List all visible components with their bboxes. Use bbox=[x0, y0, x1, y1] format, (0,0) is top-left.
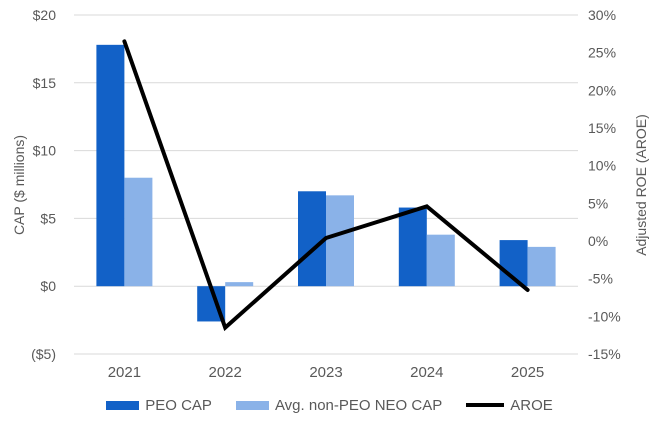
bar-avg-non-peo-neo-cap-2021 bbox=[124, 177, 153, 287]
left-axis-title: CAP ($ millions) bbox=[11, 134, 27, 236]
left-axis-tick-label: $15 bbox=[33, 75, 57, 91]
bar-avg-non-peo-neo-cap-2022 bbox=[225, 282, 254, 287]
legend-swatch-aroe-line-icon bbox=[466, 403, 505, 407]
right-axis-tick-label: 10% bbox=[588, 158, 616, 174]
aroe-line bbox=[122, 39, 530, 332]
left-axis-tick-label: ($5) bbox=[31, 346, 56, 362]
legend-swatch-avg-non-peo-neo-cap-icon bbox=[235, 400, 269, 410]
legend-item-aroe: AROE bbox=[466, 397, 553, 414]
right-axis-tick-label: 15% bbox=[588, 120, 616, 136]
right-axis-tick-label: 25% bbox=[588, 45, 616, 61]
right-axis-tick-label: 30% bbox=[588, 7, 616, 23]
legend-label-avg-non-peo-neo-cap: Avg. non-PEO NEO CAP bbox=[274, 396, 443, 414]
left-axis-tick-label: $5 bbox=[40, 210, 56, 226]
bar-avg-non-peo-neo-cap-2023 bbox=[326, 195, 354, 287]
legend-item-avg-non-peo-neo-cap: Avg. non-PEO NEO CAP bbox=[235, 396, 443, 414]
right-axis-tick-label: 0% bbox=[588, 233, 608, 249]
right-axis-tick-label: 5% bbox=[588, 195, 608, 211]
right-axis-tick-label: -10% bbox=[588, 308, 621, 324]
legend-label-aroe: AROE bbox=[510, 396, 553, 414]
left-axis-tick-label: $10 bbox=[33, 143, 57, 159]
left-axis-tick-label: $0 bbox=[40, 278, 56, 294]
chart-legend: PEO CAP Avg. non-PEO NEO CAP AROE bbox=[0, 396, 659, 414]
bar-peo-cap-2023 bbox=[298, 191, 326, 287]
legend-swatch-peo-cap-icon bbox=[106, 400, 140, 410]
left-axis-tick-label: $20 bbox=[33, 7, 57, 23]
right-axis-title: Adjusted ROE (AROE) bbox=[633, 114, 649, 256]
x-axis-label: 2022 bbox=[209, 364, 242, 381]
x-axis-label: 2023 bbox=[309, 364, 342, 381]
x-axis-label: 2021 bbox=[108, 364, 141, 381]
x-axis-label: 2025 bbox=[511, 364, 544, 381]
legend-item-peo-cap: PEO CAP bbox=[106, 397, 212, 414]
legend-label-peo-cap: PEO CAP bbox=[145, 396, 212, 414]
x-axis-label: 2024 bbox=[410, 364, 443, 381]
bar-avg-non-peo-neo-cap-2024 bbox=[426, 234, 455, 287]
bar-avg-non-peo-neo-cap-2025 bbox=[527, 246, 556, 287]
right-axis-tick-label: -5% bbox=[588, 271, 613, 287]
bar-peo-cap-2024 bbox=[398, 207, 427, 287]
right-axis-tick-label: -15% bbox=[588, 346, 621, 362]
right-axis-tick-label: 20% bbox=[588, 82, 616, 98]
bar-peo-cap-2021 bbox=[96, 44, 125, 287]
